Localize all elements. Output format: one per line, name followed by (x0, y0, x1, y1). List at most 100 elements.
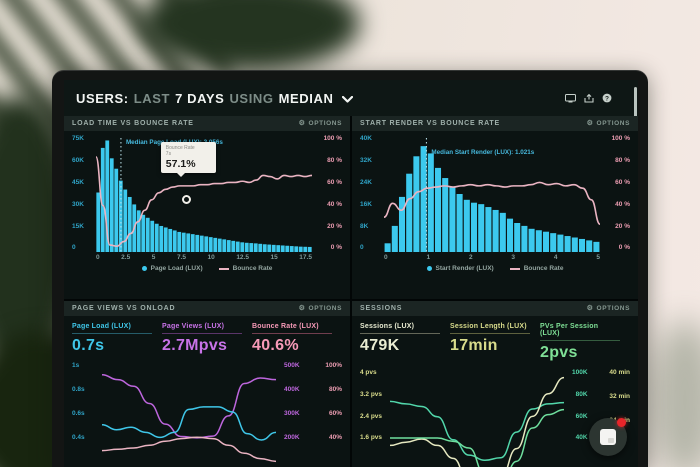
axis-tick: 80 % (615, 156, 630, 164)
axis-tick: 2.4 pvs (360, 412, 383, 420)
axis-tick: 400K (284, 386, 300, 394)
panel2-y-axis-right: 100 % 80 % 60 % 40 % 20 % 0 % (600, 135, 630, 252)
metric-sessions: Sessions (LUX) 479K (360, 323, 450, 362)
axis-tick: 2.5 (121, 254, 131, 261)
panel4-options-button[interactable]: ⚙ OPTIONS (587, 305, 630, 312)
window-toolbar: ? (565, 93, 612, 103)
axis-tick: 60K (72, 156, 84, 164)
metric-underline (162, 333, 242, 334)
share-icon[interactable] (584, 93, 594, 103)
axis-tick: 100K (572, 369, 588, 376)
dashboard-header: USERS: LAST 7 DAYS USING MEDIAN (64, 80, 638, 139)
axis-tick: 15 (270, 254, 278, 261)
panel3-chart (102, 361, 276, 467)
axis-tick: 17.5 (299, 254, 312, 261)
legend-bounce-rate-label: Bounce Rate (523, 265, 564, 272)
metric-bounce-rate-value: 40.6% (252, 337, 299, 354)
laptop-bezel: USERS: LAST 7 DAYS USING MEDIAN (52, 70, 648, 467)
axis-tick: 80% (328, 386, 342, 394)
gear-icon: ⚙ (586, 120, 594, 127)
axis-tick: 80K (575, 390, 588, 398)
axis-tick: 80 % (327, 156, 342, 164)
gear-icon: ⚙ (298, 120, 306, 127)
axis-tick: 0.4s (72, 434, 85, 442)
tooltip-value: 57.1% (165, 157, 196, 170)
panel-load-time-vs-bounce-rate: LOAD TIME VS BOUNCE RATE ⚙ OPTIONS 75K 60… (64, 116, 350, 299)
panel4-y-axis-sessions: 100K 80K 60K 40K (572, 369, 588, 442)
users-period-selector[interactable]: USERS: LAST 7 DAYS USING MEDIAN (76, 91, 353, 106)
metric-underline (252, 333, 332, 334)
axis-tick: 40 % (327, 200, 342, 208)
metric-session-length-value: 17min (450, 337, 498, 354)
axis-tick: 1.6 pvs (360, 434, 383, 442)
notification-badge (617, 418, 626, 427)
panel1-chart-row: 75K 60K 45K 30K 15K 0 Median Page Load (LUX):… (72, 135, 342, 252)
panel1-options-label: OPTIONS (308, 120, 342, 127)
header-users-label: USERS: (76, 90, 129, 106)
panel3-chart-row: 1s 0.8s 0.6s 0.4s 500K 400K 300K 200K 100% 80% 6… (72, 361, 342, 467)
axis-tick: 60 % (327, 178, 342, 186)
panel1-y-axis-right: 100 % 80 % 60 % 40 % 20 % 0 % (312, 135, 342, 252)
display-icon[interactable] (565, 93, 576, 103)
legend-page-load: Page Load (LUX) (141, 265, 203, 272)
axis-tick: 10 (207, 254, 215, 261)
axis-tick: 12.5 (236, 254, 249, 261)
axis-tick: 200K (284, 434, 300, 442)
help-icon[interactable]: ? (602, 93, 612, 103)
panel2-header: START RENDER VS BOUNCE RATE ⚙ OPTIONS (352, 116, 638, 131)
metric-bounce-rate-label: Bounce Rate (LUX) (252, 323, 319, 330)
legend-bounce-rate: Bounce Rate (218, 265, 272, 272)
axis-tick: 0.8s (72, 386, 85, 394)
metric-session-length-label: Session Length (LUX) (450, 323, 527, 330)
panel3-body: Page Load (LUX) 0.7s Page Views (LUX) 2.… (64, 316, 350, 467)
chat-widget-button[interactable] (589, 418, 627, 456)
metric-page-load-label: Page Load (LUX) (72, 323, 132, 330)
axis-tick: 300K (284, 410, 300, 418)
header-last-label: LAST (133, 90, 171, 106)
panel3-y-axis-pageviews: 500K 400K 300K 200K (284, 362, 300, 442)
axis-tick: 15K (72, 222, 84, 230)
axis-tick: 8K (360, 222, 369, 230)
svg-text:?: ? (605, 95, 609, 102)
panel2-body: 40K 32K 24K 16K 8K 0 Median Start Render (LUX… (352, 131, 638, 299)
axis-tick: 0 (360, 244, 364, 252)
panel4-header: SESSIONS ⚙ OPTIONS (352, 301, 638, 316)
header-median-label: MEDIAN (278, 90, 334, 106)
panel1-chart: Median Page Load (LUX): 2.056s Bounce Ra… (96, 136, 312, 252)
panel2-options-button[interactable]: ⚙ OPTIONS (587, 120, 630, 127)
panel4-chart-row: 4 pvs 3.2 pvs 2.4 pvs 1.6 pvs 100K 80K 60K 40K… (360, 368, 630, 467)
panel3-y-axis-bounce: 100% 80% 60% 40% (325, 362, 342, 442)
metric-underline (360, 333, 440, 334)
plant-shadow-right (650, 320, 700, 467)
axis-tick: 3.2 pvs (360, 390, 383, 398)
axis-tick: 4 pvs (360, 369, 377, 376)
panel2-options-label: OPTIONS (596, 120, 630, 127)
panel1-y-axis-left: 75K 60K 45K 30K 15K 0 (72, 135, 96, 252)
axis-tick: 16K (360, 200, 372, 208)
axis-tick: 5 (596, 254, 600, 261)
panel4-metrics: Sessions (LUX) 479K Session Length (LUX)… (360, 321, 630, 368)
axis-tick: 60K (575, 412, 588, 420)
panel4-body: Sessions (LUX) 479K Session Length (LUX)… (352, 316, 638, 467)
axis-tick: 20 % (327, 222, 342, 230)
panel1-x-axis: 0 2.5 5 7.5 10 12.5 15 17.5 (96, 254, 312, 261)
panel1-options-button[interactable]: ⚙ OPTIONS (299, 120, 342, 127)
axis-tick: 45K (72, 178, 84, 186)
panel-page-views-vs-onload: PAGE VIEWS VS ONLOAD ⚙ OPTIONS Page Load… (64, 301, 350, 467)
panel2-y-axis-left: 40K 32K 24K 16K 8K 0 (360, 135, 384, 252)
axis-tick: 1s (72, 362, 80, 369)
chart-svg (102, 373, 276, 463)
metric-session-length: Session Length (LUX) 17min (450, 323, 540, 362)
page-scrollbar[interactable] (634, 87, 637, 139)
axis-tick: 100% (325, 362, 342, 369)
axis-tick: 0 % (618, 244, 630, 252)
axis-tick: 60 % (615, 178, 630, 186)
axis-tick: 0 (96, 254, 100, 261)
axis-tick: 75K (72, 135, 84, 142)
panel3-options-button[interactable]: ⚙ OPTIONS (299, 305, 342, 312)
panel1-header: LOAD TIME VS BOUNCE RATE ⚙ OPTIONS (64, 116, 350, 131)
panel1-legend: Page Load (LUX) Bounce Rate (72, 265, 342, 272)
metric-sessions-label: Sessions (LUX) (360, 323, 415, 330)
legend-bounce-rate: Bounce Rate (509, 265, 564, 272)
panel-grid: LOAD TIME VS BOUNCE RATE ⚙ OPTIONS 75K 60… (64, 116, 638, 467)
